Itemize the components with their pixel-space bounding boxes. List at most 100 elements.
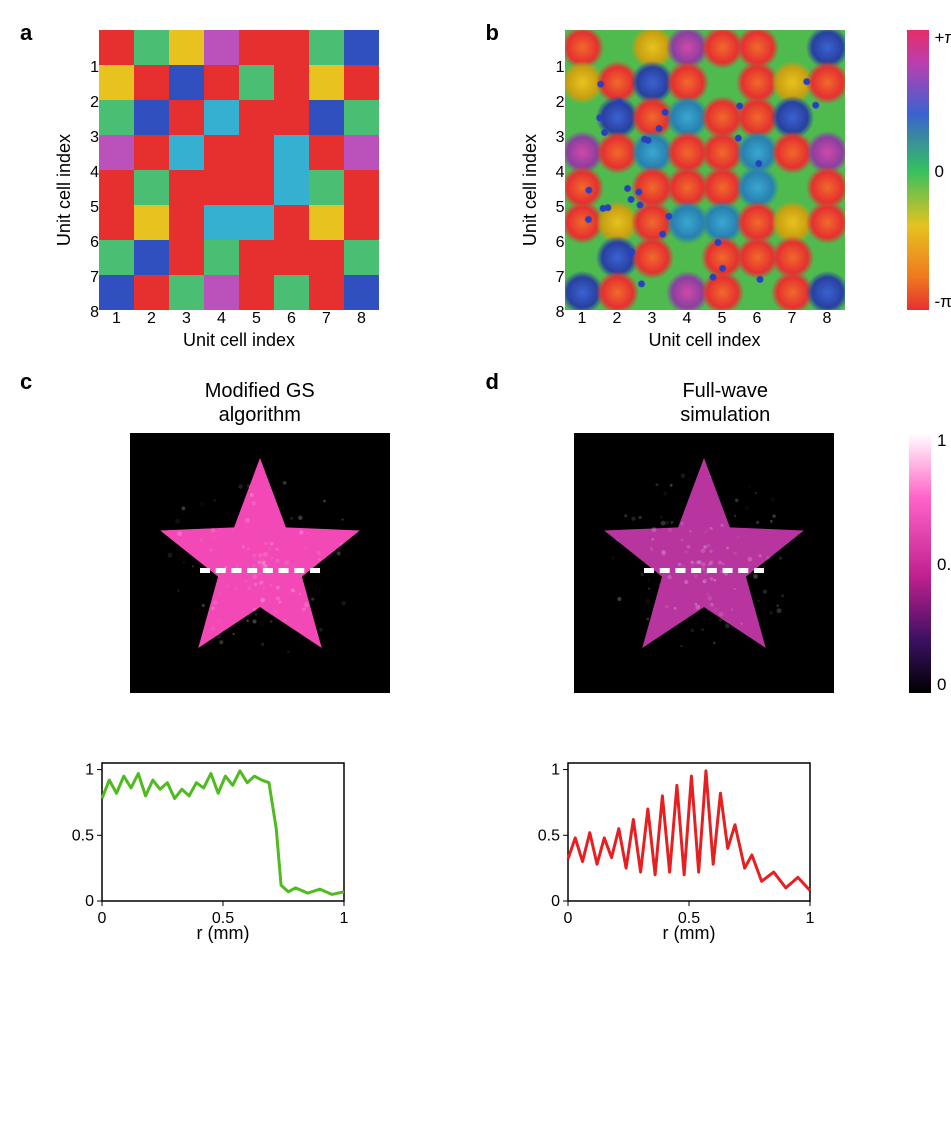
heatmap-cell (169, 65, 204, 100)
tick: 5 (79, 199, 99, 217)
ylabel-b: Unit cell index (520, 134, 541, 246)
tick: 4 (79, 164, 99, 182)
svg-text:0: 0 (98, 910, 107, 927)
lineplot-d: 00.5100.51r (mm) (520, 753, 820, 943)
xlabel-b: Unit cell index (565, 330, 845, 351)
panel-c-content: Modified GSalgorithm 00.5100.51r (mm) (54, 379, 466, 943)
tick: 3 (79, 129, 99, 147)
heatmap-cell (344, 205, 379, 240)
heatmap-cell (239, 100, 274, 135)
heatmap-cell (99, 135, 134, 170)
tick: 5 (252, 310, 261, 328)
svg-text:1: 1 (85, 762, 94, 779)
heatmap-cell (99, 240, 134, 275)
heatmap-cell (169, 100, 204, 135)
heatmap-cell (99, 30, 134, 65)
panel-d-content: Full-wavesimulation 1 0.5 0 00.5100.51r … (520, 379, 932, 943)
heatmap-cell (169, 135, 204, 170)
heatmap-cell (239, 135, 274, 170)
heatmap-cell (134, 30, 169, 65)
tick: 4 (217, 310, 226, 328)
heatmap-cell (344, 65, 379, 100)
cb-int-top: 1 (937, 431, 946, 451)
yticks-b: 12345678 (545, 51, 565, 331)
heatmap-cell (204, 205, 239, 240)
xlabel-a: Unit cell index (99, 330, 379, 351)
tick: 7 (322, 310, 331, 328)
heatmap-cell (239, 240, 274, 275)
heatmap-cell (204, 100, 239, 135)
tick: 4 (683, 310, 692, 328)
heatmap-cell (344, 100, 379, 135)
dashed-line-d (644, 568, 764, 573)
heatmap-cell (344, 240, 379, 275)
xticks-a: 12345678 (99, 310, 379, 328)
tick: 2 (613, 310, 622, 328)
heatmap-cell (309, 275, 344, 310)
heatmap-a-container: Unit cell index 12345678 12345678 Unit c… (54, 30, 466, 351)
tick: 6 (287, 310, 296, 328)
tick: 7 (79, 269, 99, 287)
title-d: Full-wavesimulation (520, 379, 932, 427)
heatmap-a (99, 30, 379, 310)
cb-phase-bot: -π (935, 292, 951, 312)
heatmap-cell (134, 275, 169, 310)
heatmap-cell (274, 275, 309, 310)
heatmap-cell (309, 240, 344, 275)
panel-label-c: c (20, 369, 32, 395)
heatmap-cell (309, 205, 344, 240)
heatmap-cell (99, 275, 134, 310)
heatmap-cell (204, 240, 239, 275)
phasemap-b-container: Unit cell index 12345678 12345678 Unit c… (520, 30, 932, 351)
heatmap-cell (169, 30, 204, 65)
dashed-line-c (200, 568, 320, 573)
tick: 8 (357, 310, 366, 328)
heatmap-cell (274, 65, 309, 100)
xticks-b: 12345678 (565, 310, 845, 328)
cb-int-bot: 0 (937, 675, 946, 695)
heatmap-cell (309, 30, 344, 65)
tick: 4 (545, 164, 565, 182)
tick: 3 (545, 129, 565, 147)
phasemap-b (565, 30, 845, 310)
cb-phase-mid: 0 (935, 162, 944, 182)
yticks-a: 12345678 (79, 51, 99, 331)
heatmap-cell (134, 135, 169, 170)
heatmap-cell (134, 65, 169, 100)
panel-label-a: a (20, 20, 32, 46)
panel-label-d: d (486, 369, 499, 395)
tick: 1 (112, 310, 121, 328)
svg-text:0.5: 0.5 (537, 827, 559, 844)
star-image-c (130, 433, 390, 693)
heatmap-cell (274, 135, 309, 170)
heatmap-cell (239, 65, 274, 100)
svg-text:1: 1 (551, 762, 560, 779)
panel-b: b Unit cell index 12345678 12345678 Unit… (486, 20, 932, 351)
heatmap-cell (309, 170, 344, 205)
panel-c: c Modified GSalgorithm 00.5100.51r (mm) (20, 369, 466, 943)
figure: a Unit cell index 12345678 12345678 Unit… (20, 20, 931, 943)
svg-text:1: 1 (340, 910, 349, 927)
heatmap-cell (239, 205, 274, 240)
heatmap-cell (204, 275, 239, 310)
heatmap-cell (309, 135, 344, 170)
svg-text:0: 0 (563, 910, 572, 927)
tick: 8 (79, 304, 99, 322)
heatmap-cell (99, 205, 134, 240)
heatmap-cell (239, 170, 274, 205)
tick: 8 (823, 310, 832, 328)
heatmap-cell (134, 240, 169, 275)
heatmap-cell (239, 30, 274, 65)
phase-colorbar (907, 30, 929, 310)
heatmap-cell (274, 100, 309, 135)
tick: 3 (182, 310, 191, 328)
heatmap-cell (204, 170, 239, 205)
tick: 5 (545, 199, 565, 217)
cb-int-mid: 0.5 (937, 555, 951, 575)
heatmap-cell (99, 65, 134, 100)
tick: 1 (578, 310, 587, 328)
heatmap-cell (99, 170, 134, 205)
heatmap-cell (169, 205, 204, 240)
tick: 1 (545, 59, 565, 77)
panel-d: d Full-wavesimulation 1 0.5 0 00.5100.51… (486, 369, 932, 943)
